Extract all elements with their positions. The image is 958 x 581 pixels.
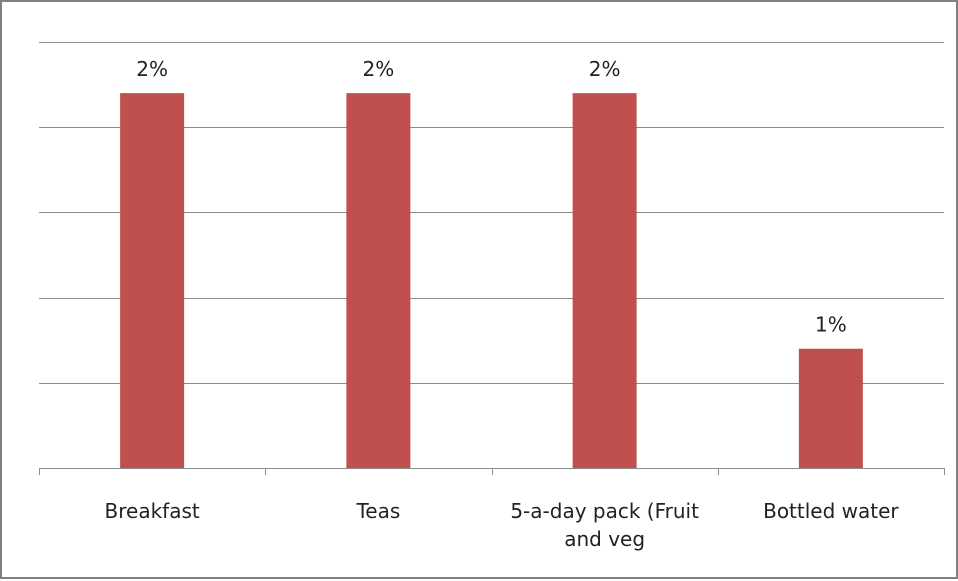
bars [120, 93, 863, 469]
category-label-line: Teas [355, 499, 400, 523]
bar [572, 93, 637, 469]
category-label: Teas [355, 499, 400, 523]
data-label: 1% [815, 313, 847, 337]
bar [120, 93, 185, 469]
category-labels: Breakfast Teas 5-a-day pack (Fruit and veg B… [105, 499, 900, 551]
category-label: 5-a-day pack (Fruit and veg [510, 499, 699, 551]
gridlines [39, 42, 944, 384]
category-label-line: and veg [564, 527, 645, 551]
category-label: Breakfast [105, 499, 200, 523]
data-labels: 2% 2% 2% 1% [136, 57, 846, 337]
category-label-line: 5-a-day pack (Fruit [510, 499, 699, 523]
bar [798, 348, 863, 468]
category-label-line: Bottled water [763, 499, 899, 523]
data-label: 2% [589, 57, 621, 81]
category-label-line: Breakfast [105, 499, 200, 523]
data-label: 2% [136, 57, 168, 81]
category-label: Bottled water [763, 499, 899, 523]
data-label: 2% [363, 57, 395, 81]
bar [346, 93, 411, 469]
x-axis [39, 468, 945, 475]
